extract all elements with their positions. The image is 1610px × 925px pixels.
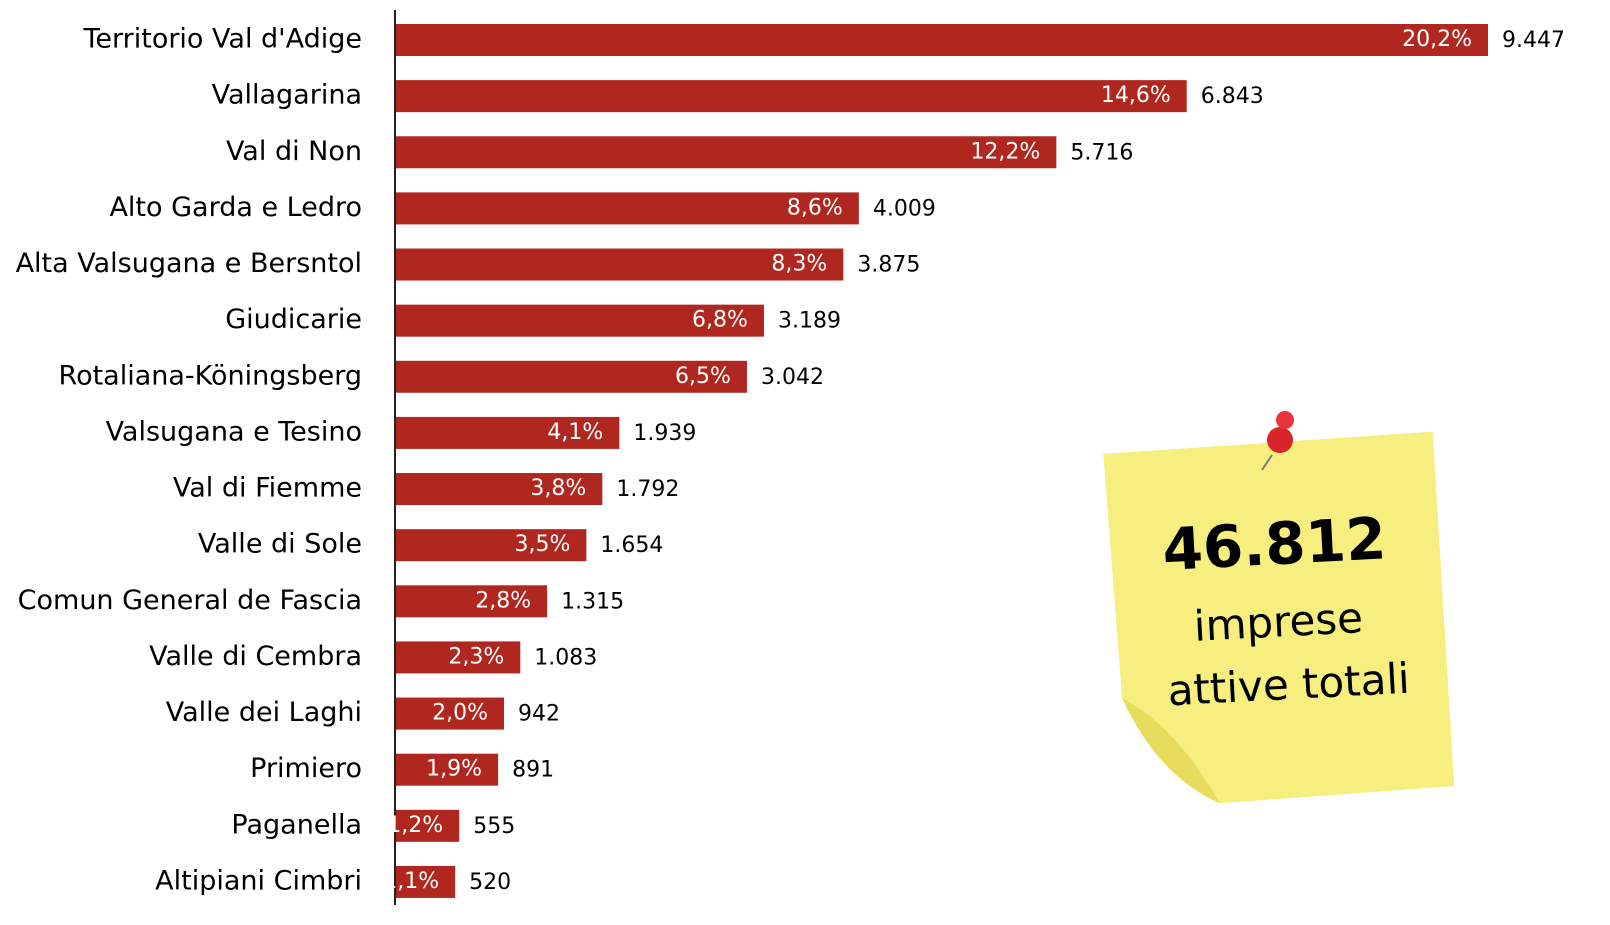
bar [396,416,620,449]
share-label: 8,6% [787,195,843,220]
sticky-note: 46.812 imprese attive totali [1103,431,1455,804]
bar [396,809,460,842]
bar [396,304,764,337]
category-label: Territorio Val d'Adige [82,24,362,55]
category-label: Primiero [250,753,362,784]
category-label: Giudicarie [225,304,362,335]
value-label: 1.792 [616,477,679,502]
category-label: Altipiani Cimbri [155,865,362,896]
share-label: 3,5% [514,532,570,557]
bar [396,360,747,393]
bar [396,248,844,281]
value-label: 3.189 [778,309,841,334]
share-label: 2,3% [448,644,504,669]
share-label: 20,2% [1402,27,1472,52]
bar [396,641,521,674]
bar [396,697,504,730]
share-label: 2,8% [475,588,531,613]
share-label: 1,2% [387,813,443,838]
note-curl [1122,698,1220,804]
share-label: 6,8% [692,308,748,333]
pin-needle [1261,454,1273,471]
category-label: Rotaliana-Köningsberg [59,360,362,391]
bar [396,192,859,225]
bar [396,80,1187,113]
value-label: 1.315 [561,589,624,614]
category-label: Comun General de Fascia [18,585,362,616]
category-label: Val di Non [226,136,362,167]
value-label: 942 [518,702,560,727]
share-label: 1,1% [383,869,439,894]
value-label: 1.083 [534,645,597,670]
pin-head [1267,427,1293,453]
category-label: Alta Valsugana e Bersntol [16,248,362,279]
share-label: 3,8% [530,476,586,501]
pin [1261,411,1294,471]
value-label: 4.009 [873,196,936,221]
category-label: Paganella [231,809,362,840]
bar [396,585,548,618]
bar [396,136,1057,169]
category-label: Valsugana e Tesino [106,416,362,447]
share-label: 14,6% [1101,83,1171,108]
value-label: 1.654 [600,533,663,558]
value-label: 1.939 [633,421,696,446]
value-label: 891 [512,758,554,783]
share-label: 1,9% [426,757,482,782]
share-label: 12,2% [970,139,1040,164]
share-label: 4,1% [547,420,603,445]
category-label: Vallagarina [212,80,362,111]
bar [396,473,603,506]
value-label: 555 [473,814,515,839]
value-label: 5.716 [1070,140,1133,165]
share-label: 8,3% [771,252,827,277]
category-label: Valle dei Laghi [166,697,362,728]
value-label: 3.042 [761,365,824,390]
value-label: 3.875 [857,253,920,278]
bar [396,24,1488,56]
note-paper [1103,431,1455,804]
bar [396,753,499,786]
category-label: Val di Fiemme [173,473,362,504]
value-label: 520 [469,870,511,895]
category-label: Valle di Sole [198,529,362,560]
bar [396,529,587,562]
bar [396,865,456,898]
value-label: 6.843 [1201,84,1264,109]
category-label: Valle di Cembra [149,641,362,672]
category-label: Alto Garda e Ledro [109,192,362,223]
share-label: 6,5% [675,364,731,389]
note-line: imprese [1193,593,1364,651]
share-label: 2,0% [432,701,488,726]
note-total: 46.812 [1161,504,1388,584]
pin-top [1276,411,1294,429]
value-label: 9.447 [1502,28,1565,53]
